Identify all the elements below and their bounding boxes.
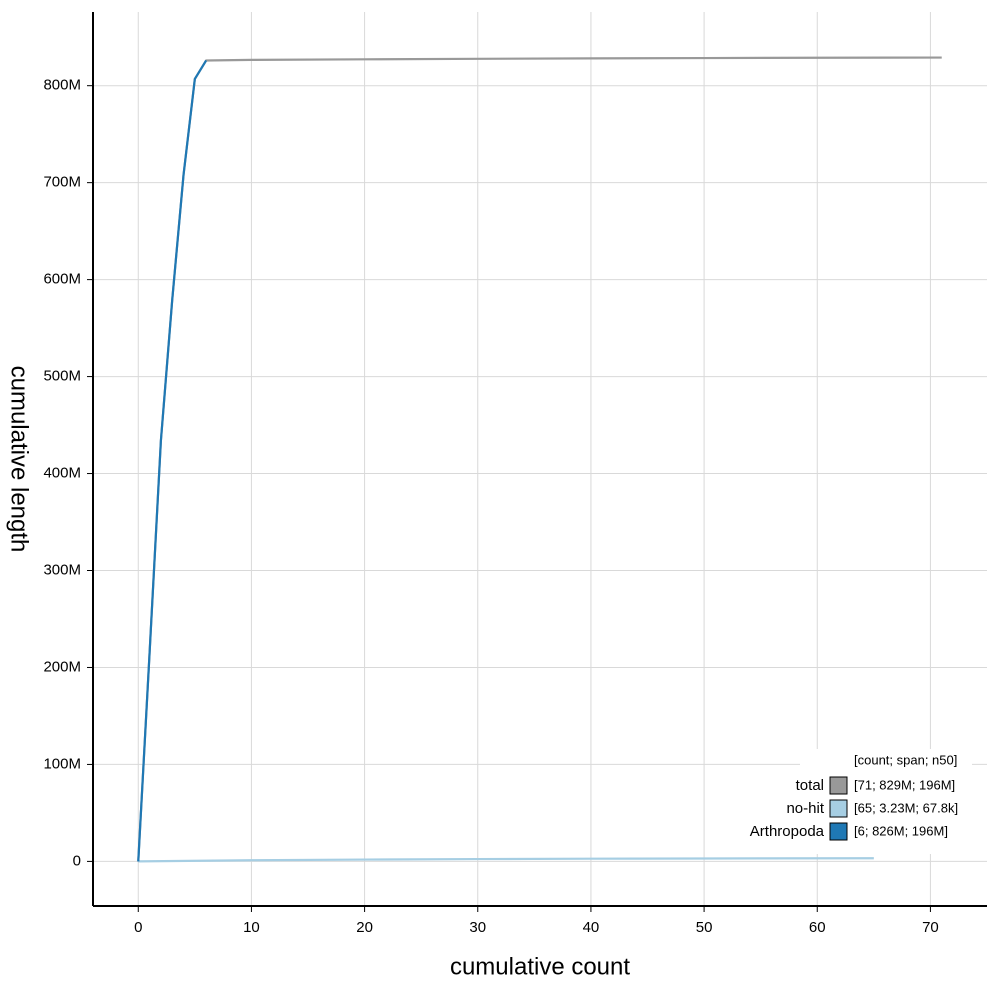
y-tick-label: 300M: [43, 561, 81, 578]
y-tick-label: 700M: [43, 174, 81, 191]
y-tick-label: 400M: [43, 465, 81, 482]
legend-swatch: [829, 822, 848, 841]
legend-value-label: [71; 829M; 196M]: [854, 777, 955, 792]
legend-value-label: [6; 826M; 196M]: [854, 823, 948, 838]
series-line: [137, 59, 208, 862]
y-tick-label: 600M: [43, 271, 81, 288]
legend-swatch: [829, 799, 848, 818]
y-tick-label: 100M: [43, 755, 81, 772]
x-tick-label: 10: [243, 919, 260, 936]
y-axis-title: cumulative length: [6, 366, 33, 553]
y-tick-label: 0: [73, 852, 81, 869]
x-tick-label: 20: [356, 919, 373, 936]
x-tick-label: 40: [583, 919, 600, 936]
legend-background: [800, 749, 972, 854]
x-tick-label: 50: [696, 919, 713, 936]
x-axis-title: cumulative count: [450, 953, 630, 980]
y-tick-label: 200M: [43, 658, 81, 675]
legend-label: total: [796, 777, 824, 794]
legend-title: [count; span; n50]: [854, 752, 957, 767]
y-tick-label: 500M: [43, 368, 81, 385]
x-tick-label: 30: [469, 919, 486, 936]
x-tick-label: 60: [809, 919, 826, 936]
legend-label: Arthropoda: [750, 823, 825, 840]
legend-value-label: [65; 3.23M; 67.8k]: [854, 800, 958, 815]
legend-label: no-hit: [786, 800, 824, 817]
x-tick-label: 70: [922, 919, 939, 936]
legend-swatch: [829, 776, 848, 795]
series-line: [138, 857, 874, 863]
y-tick-label: 800M: [43, 77, 81, 94]
x-tick-label: 0: [134, 919, 142, 936]
series-line: [137, 56, 942, 862]
